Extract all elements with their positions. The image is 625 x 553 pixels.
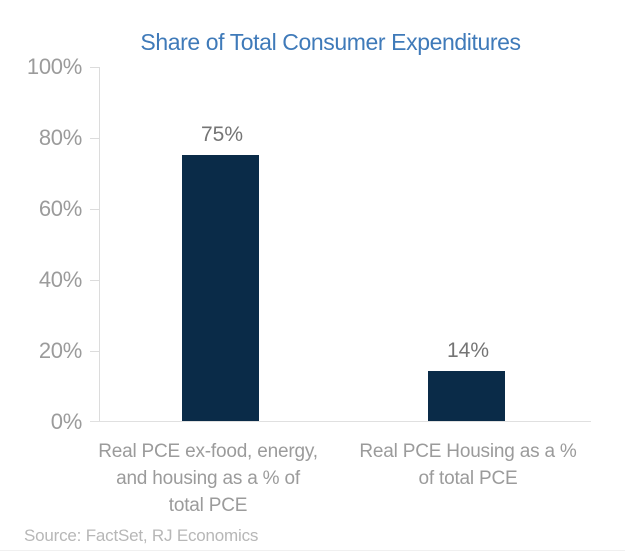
y-tick-label-0: 0% <box>50 409 83 434</box>
category-label-line: Real PCE Housing as a % <box>359 441 577 462</box>
data-label-14: 14% <box>446 339 490 362</box>
category-label-line: Real PCE ex-food, energy, <box>98 441 318 462</box>
y-axis-tick <box>90 138 99 139</box>
chart-title: Share of Total Consumer Expenditures <box>140 29 521 55</box>
category-label-line: of total PCE <box>418 468 518 489</box>
category-label-pce-housing: Real PCE Housing as a % of total PCE <box>333 438 603 492</box>
y-tick-label-60: 60% <box>38 196 82 221</box>
y-tick-label-20: 20% <box>38 338 82 363</box>
bottom-divider <box>0 550 625 551</box>
bar-real-pce-ex-food-energy-housing <box>182 155 259 421</box>
y-axis-tick <box>90 67 99 68</box>
category-label-pce-ex-food-energy-housing: Real PCE ex-food, energy, and housing as… <box>73 438 343 519</box>
bar-real-pce-housing <box>428 371 505 421</box>
y-tick-label-100: 100% <box>26 54 82 79</box>
y-axis-line <box>99 67 100 421</box>
y-axis-tick <box>90 351 99 352</box>
category-label-line: and housing as a % of <box>116 468 300 489</box>
x-axis-line <box>90 421 591 422</box>
y-axis-tick <box>90 209 99 210</box>
y-tick-label-80: 80% <box>38 125 82 150</box>
category-label-line: total PCE <box>168 495 248 516</box>
y-axis-tick <box>90 280 99 281</box>
source-note: Source: FactSet, RJ Economics <box>24 526 259 545</box>
data-label-75: 75% <box>200 123 244 146</box>
y-tick-label-40: 40% <box>38 267 82 292</box>
